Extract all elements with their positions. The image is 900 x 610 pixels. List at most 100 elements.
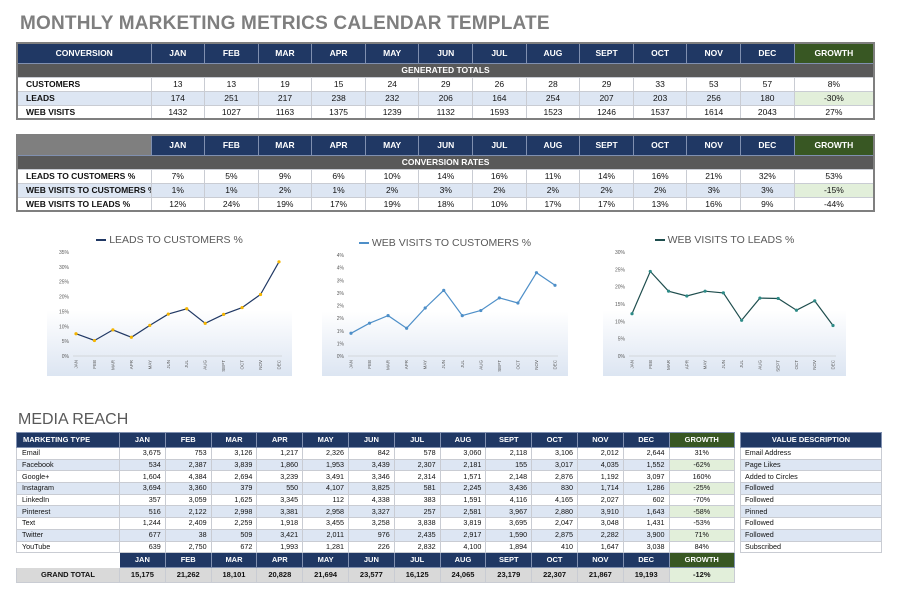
- cell[interactable]: 16%: [686, 196, 742, 212]
- cell[interactable]: 2,012: [576, 447, 624, 460]
- table-row[interactable]: LEADS TO CUSTOMERS % 7% 5% 9% 6% 10% 14%…: [16, 168, 875, 184]
- cell[interactable]: 16%: [472, 168, 527, 184]
- cell[interactable]: 1,714: [576, 482, 624, 495]
- cell[interactable]: 29: [418, 76, 474, 92]
- cell[interactable]: 3,839: [210, 458, 258, 472]
- cell[interactable]: 3,345: [256, 493, 304, 507]
- cell[interactable]: 2,245: [439, 482, 487, 495]
- cell[interactable]: 2,181: [439, 458, 487, 472]
- cell[interactable]: 14%: [418, 168, 474, 184]
- cell[interactable]: 4,116: [485, 493, 533, 507]
- cell[interactable]: 18%: [418, 196, 474, 212]
- cell[interactable]: 3,819: [439, 517, 487, 530]
- cell[interactable]: 1%: [204, 182, 259, 198]
- cell[interactable]: 2%: [472, 182, 527, 198]
- cell[interactable]: 13: [204, 76, 259, 92]
- cell[interactable]: 1,860: [256, 458, 304, 472]
- cell[interactable]: 1246: [579, 104, 634, 120]
- cell[interactable]: 3,048: [576, 517, 624, 530]
- cell[interactable]: 174: [150, 90, 206, 106]
- cell[interactable]: 2,326: [302, 447, 349, 460]
- table-row[interactable]: YouTube 639 2,750 672 1,993 1,281 226 2,832 4,10…: [16, 540, 735, 554]
- cell[interactable]: 2,314: [393, 470, 441, 484]
- cell[interactable]: 13%: [632, 196, 688, 212]
- cell[interactable]: 1375: [311, 104, 366, 120]
- cell[interactable]: 578: [393, 447, 441, 460]
- cell[interactable]: 3,967: [485, 505, 533, 519]
- table-row[interactable]: WEB VISITS TO LEADS % 12% 24% 19% 17% 19…: [16, 196, 875, 212]
- cell[interactable]: 1,590: [485, 528, 533, 542]
- cell[interactable]: 7%: [150, 168, 206, 184]
- cell[interactable]: 2,387: [164, 458, 212, 472]
- cell[interactable]: 1,431: [622, 517, 670, 530]
- cell[interactable]: 1,953: [302, 458, 349, 472]
- cell[interactable]: 550: [256, 482, 304, 495]
- cell[interactable]: 32%: [740, 168, 795, 184]
- table-row[interactable]: Followed: [740, 517, 882, 530]
- cell[interactable]: 203: [632, 90, 688, 106]
- cell[interactable]: 1,894: [485, 540, 533, 554]
- cell[interactable]: 4,384: [164, 470, 212, 484]
- cell[interactable]: 13: [150, 76, 206, 92]
- cell[interactable]: 3,455: [302, 517, 349, 530]
- cell[interactable]: 1,571: [439, 470, 487, 484]
- table-row[interactable]: Added to Circles: [740, 470, 882, 484]
- cell[interactable]: 1,286: [622, 482, 670, 495]
- description-cell[interactable]: Email Address: [740, 447, 882, 460]
- cell[interactable]: 1239: [364, 104, 420, 120]
- cell[interactable]: 1593: [472, 104, 527, 120]
- cell[interactable]: 2%: [525, 182, 581, 198]
- cell[interactable]: 753: [164, 447, 212, 460]
- cell[interactable]: 217: [257, 90, 313, 106]
- table-row[interactable]: Text 1,244 2,409 2,259 1,918 3,455 3,258 3,838 3…: [16, 517, 735, 530]
- cell[interactable]: 2,694: [210, 470, 258, 484]
- cell[interactable]: 21%: [686, 168, 742, 184]
- cell[interactable]: 1,281: [302, 540, 349, 554]
- cell[interactable]: 2,282: [576, 528, 624, 542]
- cell[interactable]: 3,825: [347, 482, 395, 495]
- table-row[interactable]: CUSTOMERS 13 13 19 15 24 29 26 28 29 33 …: [16, 76, 875, 92]
- cell[interactable]: 57: [740, 76, 795, 92]
- cell[interactable]: 2,581: [439, 505, 487, 519]
- cell[interactable]: 672: [210, 540, 258, 554]
- cell[interactable]: 17%: [525, 196, 581, 212]
- table-row[interactable]: WEB VISITS TO CUSTOMERS % 1% 1% 2% 1% 2%…: [16, 182, 875, 198]
- cell[interactable]: 379: [210, 482, 258, 495]
- table-row[interactable]: Pinned: [740, 505, 882, 519]
- table-row[interactable]: Page Likes: [740, 458, 882, 472]
- cell[interactable]: 1132: [418, 104, 474, 120]
- cell[interactable]: 4,100: [439, 540, 487, 554]
- cell[interactable]: 639: [119, 540, 166, 554]
- description-cell[interactable]: Followed: [740, 528, 882, 542]
- cell[interactable]: 6%: [311, 168, 366, 184]
- cell[interactable]: 410: [531, 540, 578, 554]
- cell[interactable]: 3,097: [622, 470, 670, 484]
- cell[interactable]: 24: [364, 76, 420, 92]
- cell[interactable]: 2,917: [439, 528, 487, 542]
- table-row[interactable]: Pinterest 516 2,122 2,998 3,381 2,958 3,327 257…: [16, 505, 735, 519]
- description-cell[interactable]: Page Likes: [740, 458, 882, 472]
- cell[interactable]: 1%: [311, 182, 366, 198]
- cell[interactable]: 383: [393, 493, 441, 507]
- table-row[interactable]: Facebook 534 2,387 3,839 1,860 1,953 3,439 2,30…: [16, 458, 735, 472]
- cell[interactable]: 3,421: [256, 528, 304, 542]
- cell[interactable]: 3,439: [347, 458, 395, 472]
- table-row[interactable]: Google+ 1,604 4,384 2,694 3,239 3,491 3,346 2,3…: [16, 470, 735, 484]
- table-row[interactable]: Instagram 3,694 3,360 379 550 4,107 3,825 581 2,…: [16, 482, 735, 495]
- cell[interactable]: 254: [525, 90, 581, 106]
- cell[interactable]: 10%: [472, 196, 527, 212]
- cell[interactable]: 3,106: [531, 447, 578, 460]
- cell[interactable]: 2043: [740, 104, 795, 120]
- cell[interactable]: 1,217: [256, 447, 304, 460]
- cell[interactable]: 3%: [686, 182, 742, 198]
- cell[interactable]: 2%: [257, 182, 313, 198]
- cell[interactable]: 2%: [364, 182, 420, 198]
- cell[interactable]: 2,958: [302, 505, 349, 519]
- cell[interactable]: 581: [393, 482, 441, 495]
- cell[interactable]: 3,017: [531, 458, 578, 472]
- cell[interactable]: 29: [579, 76, 634, 92]
- cell[interactable]: 3,381: [256, 505, 304, 519]
- cell[interactable]: 3,360: [164, 482, 212, 495]
- cell[interactable]: 1,647: [576, 540, 624, 554]
- cell[interactable]: 3%: [418, 182, 474, 198]
